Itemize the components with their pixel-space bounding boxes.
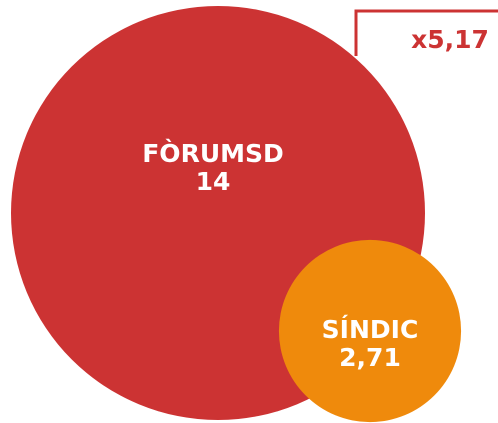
value-label: 14 [196,167,231,196]
bubble [278,239,462,423]
value-label: 2,71 [339,343,401,372]
annotation-bracket [354,9,498,56]
category-label: SÍNDIC [322,315,419,344]
category-label: FÒRUMSD [142,138,284,168]
annotation: x5,17 [411,25,489,54]
